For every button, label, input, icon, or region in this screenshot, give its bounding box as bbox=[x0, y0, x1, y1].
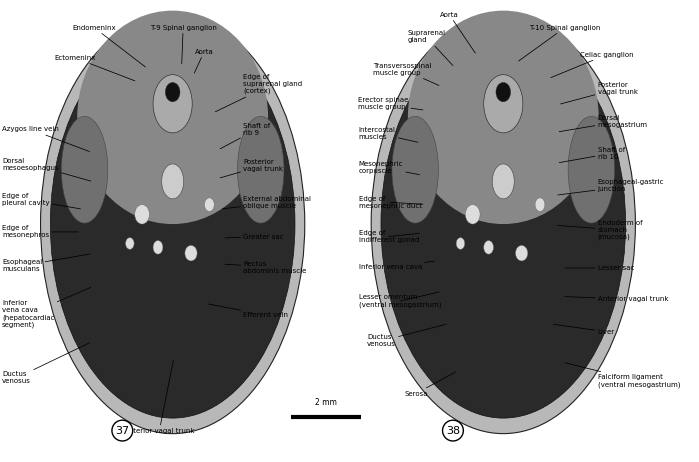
Text: Inferior vena cava: Inferior vena cava bbox=[359, 261, 435, 270]
Text: Liver: Liver bbox=[554, 324, 614, 334]
Text: Esophageal
musculans: Esophageal musculans bbox=[2, 254, 89, 272]
Text: Aorta: Aorta bbox=[194, 49, 213, 73]
Ellipse shape bbox=[204, 198, 214, 212]
Text: Aorta: Aorta bbox=[440, 12, 475, 53]
Ellipse shape bbox=[492, 164, 514, 199]
Text: T-9 Spinal ganglion: T-9 Spinal ganglion bbox=[150, 25, 217, 64]
Text: Ectomeninx: Ectomeninx bbox=[54, 55, 135, 81]
Text: Azygos line vein: Azygos line vein bbox=[2, 127, 89, 152]
Text: Posterior
vagal trunk: Posterior vagal trunk bbox=[220, 159, 283, 178]
Text: Inferior
vena cava
(hepatocardiac
segment): Inferior vena cava (hepatocardiac segmen… bbox=[2, 287, 91, 328]
Ellipse shape bbox=[50, 30, 295, 418]
Text: Celiac ganglion: Celiac ganglion bbox=[551, 52, 634, 78]
Text: Intercostal
muscles: Intercostal muscles bbox=[359, 127, 418, 142]
Ellipse shape bbox=[153, 241, 163, 254]
Text: Shaft of
rib 9: Shaft of rib 9 bbox=[220, 123, 271, 149]
Ellipse shape bbox=[496, 82, 510, 102]
Ellipse shape bbox=[126, 237, 134, 249]
Ellipse shape bbox=[408, 11, 598, 224]
Ellipse shape bbox=[392, 116, 438, 223]
Text: Transversospinal
muscle group: Transversospinal muscle group bbox=[373, 63, 439, 85]
Text: Endoderm of
stomach
(mucosa): Endoderm of stomach (mucosa) bbox=[558, 220, 642, 240]
Ellipse shape bbox=[135, 205, 150, 224]
Text: Lesser sac: Lesser sac bbox=[565, 265, 634, 271]
Text: Serosa: Serosa bbox=[404, 372, 456, 396]
Ellipse shape bbox=[535, 198, 545, 212]
Ellipse shape bbox=[484, 75, 523, 133]
Ellipse shape bbox=[466, 205, 480, 224]
Text: Ductus
venosus: Ductus venosus bbox=[367, 324, 446, 347]
Text: External abdominal
oblique muscle: External abdominal oblique muscle bbox=[222, 196, 311, 209]
Ellipse shape bbox=[78, 11, 268, 224]
Text: Greater sac: Greater sac bbox=[225, 234, 284, 239]
Text: Dorsal
mesoesophagus: Dorsal mesoesophagus bbox=[2, 158, 91, 181]
Ellipse shape bbox=[515, 245, 528, 261]
Text: Efferent vein: Efferent vein bbox=[208, 304, 288, 318]
Text: Dorsal
mesogastrium: Dorsal mesogastrium bbox=[559, 115, 648, 132]
Text: Edge of
mesonephric duct: Edge of mesonephric duct bbox=[359, 196, 423, 209]
Ellipse shape bbox=[62, 116, 108, 223]
Text: Edge of
mesonephros: Edge of mesonephros bbox=[2, 225, 78, 238]
Text: Edge of
pleural cavity: Edge of pleural cavity bbox=[2, 193, 80, 209]
Ellipse shape bbox=[166, 82, 180, 102]
Text: Anterior vagal trunk: Anterior vagal trunk bbox=[565, 297, 668, 302]
Text: T-10 Spinal ganglion: T-10 Spinal ganglion bbox=[519, 25, 600, 61]
Text: 38: 38 bbox=[446, 426, 460, 436]
Text: Lesser omentum
(ventral mesogastrium): Lesser omentum (ventral mesogastrium) bbox=[359, 292, 441, 308]
Text: Erector spinae
muscle group: Erector spinae muscle group bbox=[358, 97, 423, 110]
Text: Mesonephric
corpuscle: Mesonephric corpuscle bbox=[359, 161, 419, 175]
Text: 2 mm: 2 mm bbox=[315, 399, 337, 407]
Ellipse shape bbox=[456, 237, 465, 249]
Text: Posterior
vagal trunk: Posterior vagal trunk bbox=[561, 82, 637, 104]
Ellipse shape bbox=[161, 164, 184, 199]
Text: Edge of
indifferent gonad: Edge of indifferent gonad bbox=[359, 230, 419, 243]
Ellipse shape bbox=[238, 116, 284, 223]
Ellipse shape bbox=[185, 245, 197, 261]
Ellipse shape bbox=[153, 75, 192, 133]
Ellipse shape bbox=[484, 241, 493, 254]
Text: Falciform ligament
(ventral mesogastrium): Falciform ligament (ventral mesogastrium… bbox=[565, 363, 680, 388]
Text: Shaft of
rib 10: Shaft of rib 10 bbox=[559, 147, 625, 163]
Ellipse shape bbox=[41, 14, 305, 434]
Ellipse shape bbox=[381, 30, 626, 418]
Ellipse shape bbox=[371, 14, 635, 434]
Text: Endomeninx: Endomeninx bbox=[73, 25, 145, 67]
Text: Rectus
abdominis muscle: Rectus abdominis muscle bbox=[225, 261, 307, 274]
Text: Anterior vagal trunk: Anterior vagal trunk bbox=[124, 360, 194, 433]
Text: Edge of
suprarenal gland
(cortex): Edge of suprarenal gland (cortex) bbox=[215, 74, 303, 112]
Ellipse shape bbox=[568, 116, 614, 223]
Text: 37: 37 bbox=[115, 426, 129, 436]
Text: Esophageal-gastric
junction: Esophageal-gastric junction bbox=[558, 179, 664, 195]
Text: Suprarenal
gland: Suprarenal gland bbox=[408, 30, 453, 66]
Text: Ductus
venosus: Ductus venosus bbox=[2, 343, 89, 384]
